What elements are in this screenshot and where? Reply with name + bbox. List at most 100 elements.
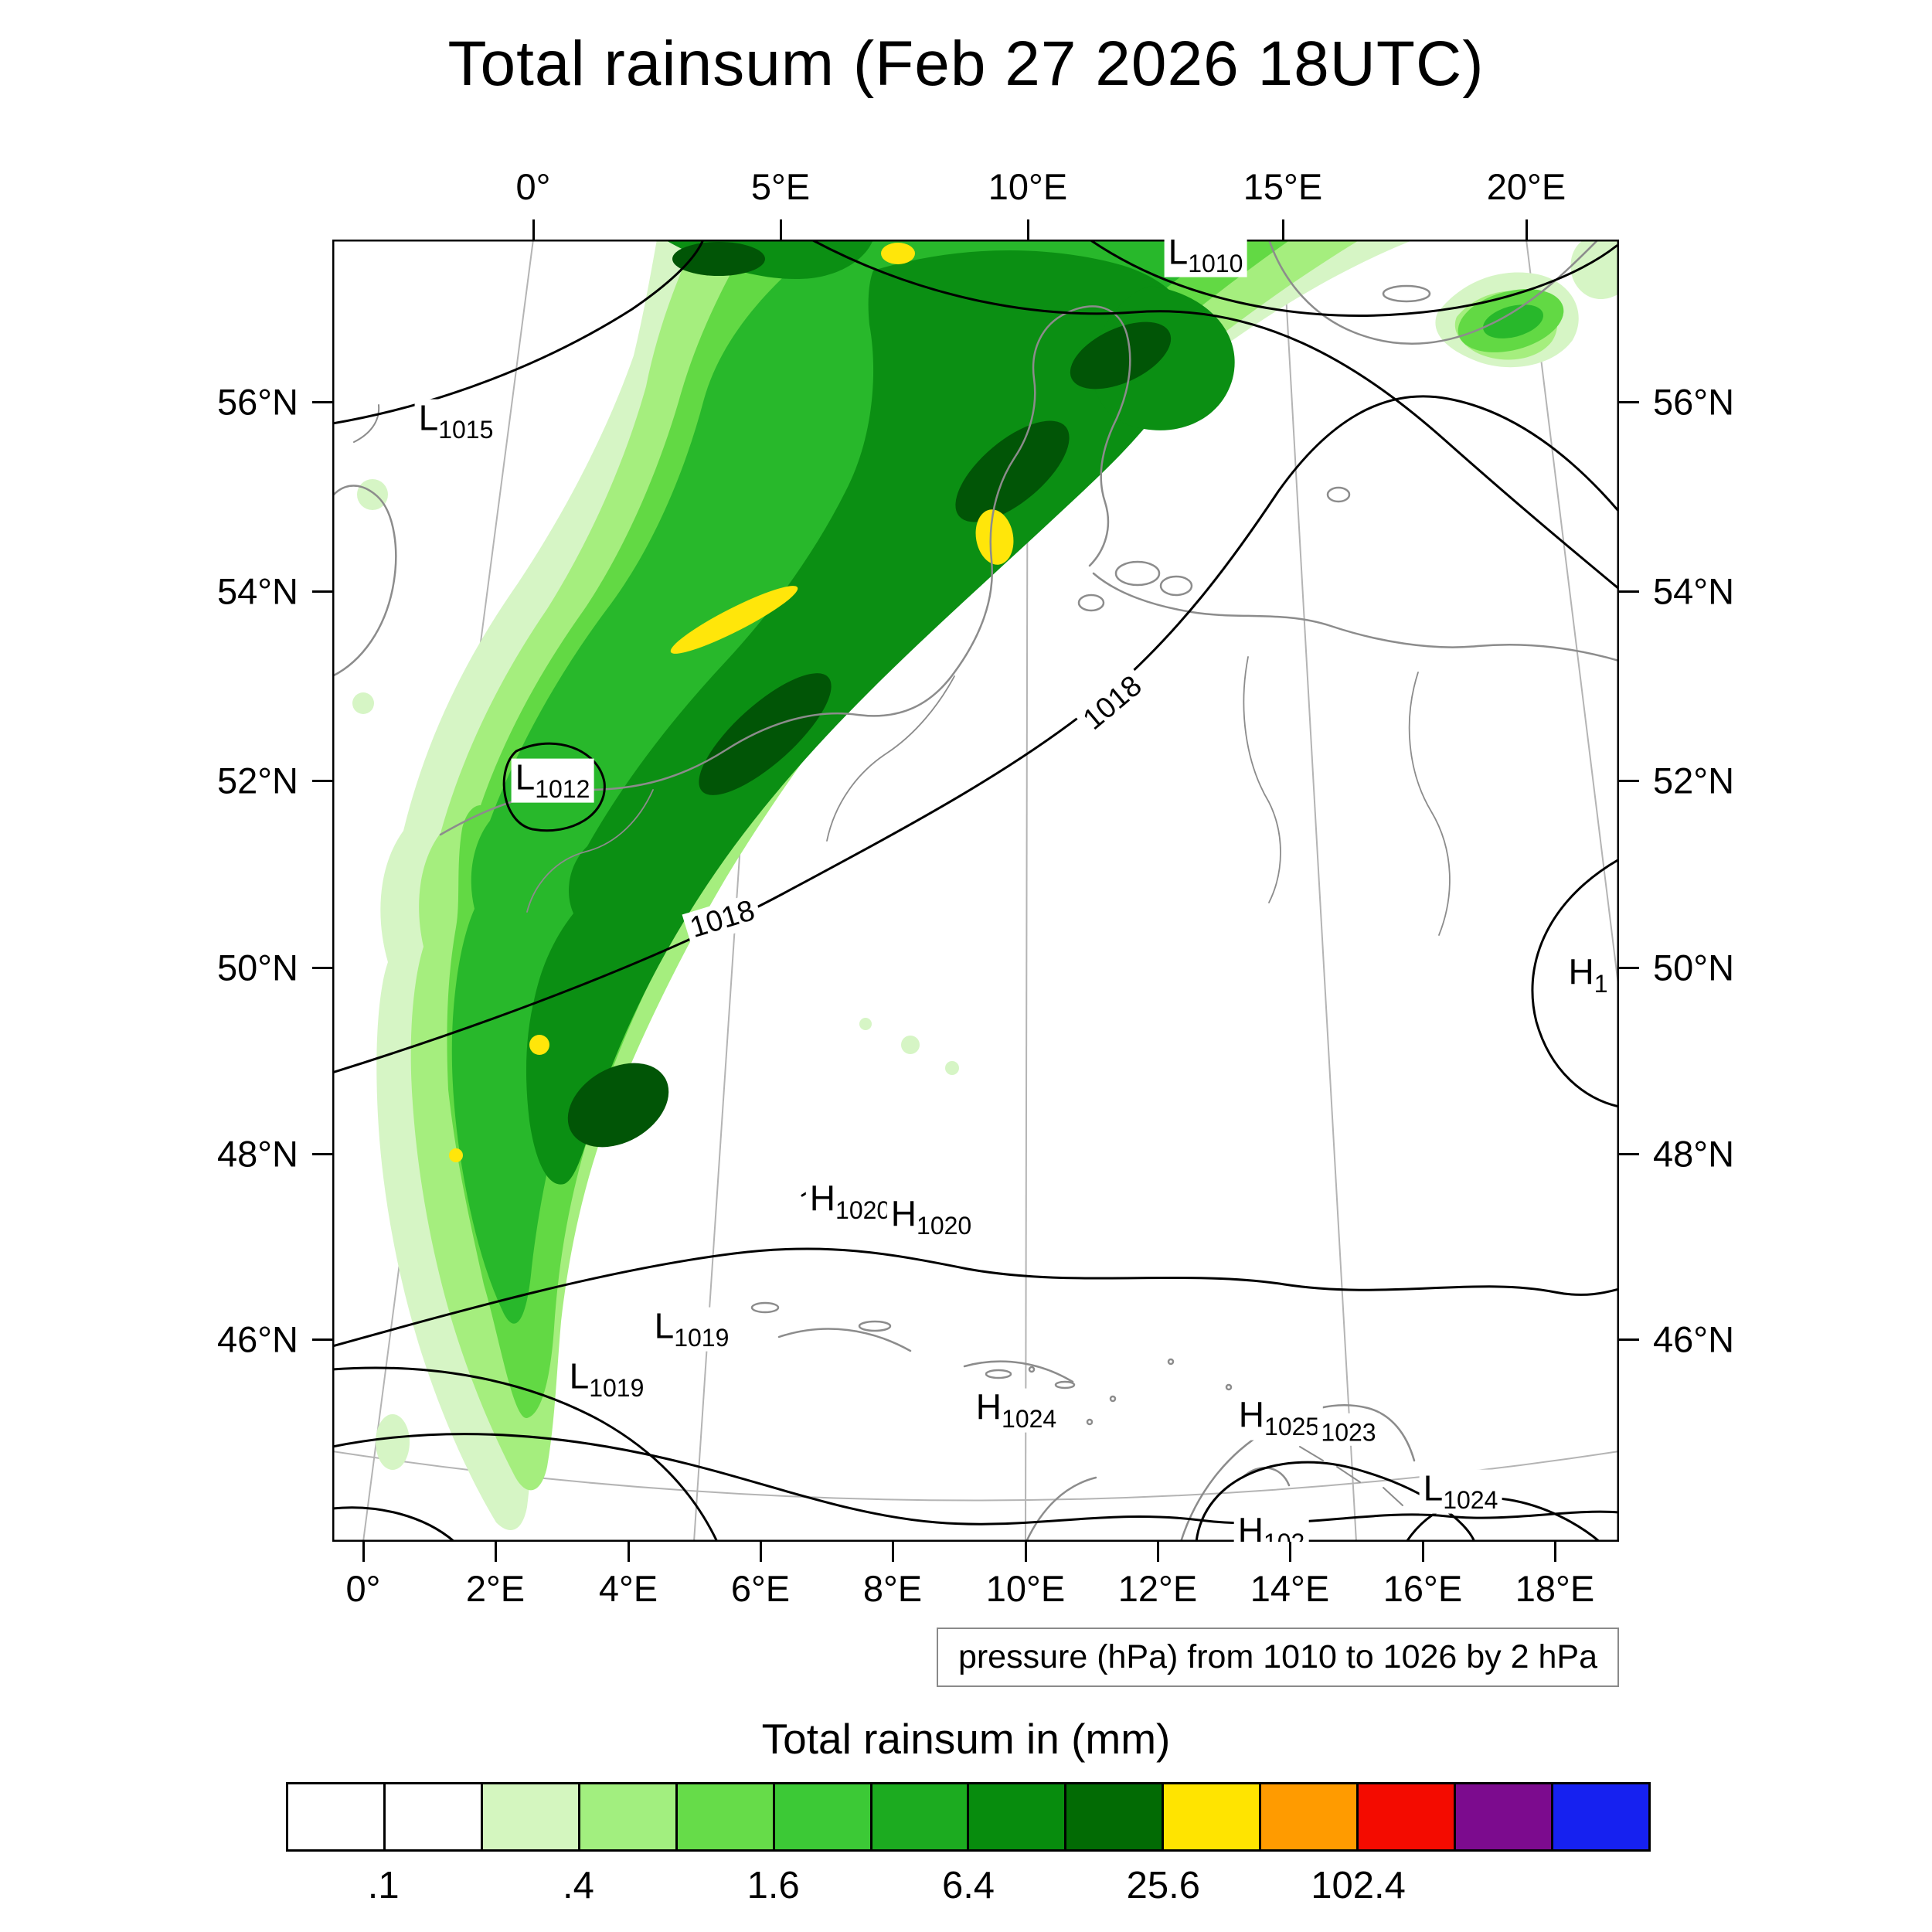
pressure-center-label: L1012 — [511, 757, 594, 803]
bottom-tick-mark — [892, 1542, 894, 1562]
colorbar-cell — [482, 1784, 580, 1849]
bottom-tick-mark — [1422, 1542, 1424, 1562]
pressure-center-letter: L — [1168, 240, 1189, 272]
right-tick-mark — [1619, 1153, 1639, 1155]
pressure-center-value: 1 — [1594, 969, 1608, 998]
pressure-center-letter: H — [1568, 951, 1594, 992]
pressure-center-letter: L — [569, 1355, 590, 1396]
bottom-axis-label: 10°E — [985, 1568, 1066, 1609]
colorbar-tick-label: 25.6 — [1126, 1865, 1200, 1906]
pressure-center-label: L1019 — [650, 1305, 733, 1352]
right-tick-mark — [1619, 401, 1639, 403]
top-axis-label: 20°E — [1486, 166, 1566, 207]
pressure-center-label: H102 — [1233, 1512, 1309, 1542]
left-axis-label: 50°N — [216, 947, 298, 988]
bottom-axis-label: 8°E — [862, 1568, 923, 1609]
pressure-center-value: 1012 — [535, 774, 590, 803]
colorbar-cell — [872, 1784, 970, 1849]
pressure-center-letter: L — [418, 397, 439, 438]
pressure-center-letter: L — [1423, 1468, 1444, 1509]
bottom-tick-mark — [628, 1542, 630, 1562]
top-tick-mark — [1027, 219, 1029, 240]
pressure-center-letter: L — [515, 757, 536, 798]
colorbar — [286, 1782, 1651, 1852]
pressure-center-value: 1025 — [1264, 1412, 1320, 1440]
colorbar-tick-label: .4 — [562, 1865, 594, 1906]
colorbar-cell — [288, 1784, 386, 1849]
right-axis-label: 46°N — [1653, 1318, 1735, 1360]
map-plot-area: L1015 L1010 L1012 H1020 H1020 L1019 L1019 H1024… — [332, 240, 1619, 1542]
pressure-center-value: 1015 — [438, 415, 494, 444]
bottom-axis-label: 4°E — [598, 1568, 658, 1609]
pressure-center-label: L1019 — [565, 1355, 648, 1402]
pressure-center-value: 1024 — [1002, 1404, 1057, 1433]
colorbar-tick-label: 6.4 — [941, 1865, 995, 1906]
top-tick-mark — [532, 219, 535, 240]
colorbar-cell — [1261, 1784, 1359, 1849]
left-tick-mark — [312, 401, 332, 403]
right-axis-label: 54°N — [1653, 570, 1735, 612]
right-axis-label: 56°N — [1653, 381, 1735, 423]
pressure-center-value: 1023 — [1321, 1418, 1376, 1447]
top-tick-mark — [1526, 219, 1528, 240]
right-axis-label: 50°N — [1653, 947, 1735, 988]
pressure-center-value: 1020 — [917, 1211, 972, 1240]
left-axis-label: 46°N — [216, 1318, 298, 1360]
colorbar-cell — [1359, 1784, 1457, 1849]
colorbar-tick-label: 102.4 — [1311, 1865, 1406, 1906]
top-axis-label: 5°E — [750, 166, 811, 207]
pressure-center-letter: H — [1238, 1394, 1265, 1435]
right-axis-label: 52°N — [1653, 760, 1735, 801]
bottom-axis-label: 16°E — [1383, 1568, 1463, 1609]
left-tick-mark — [312, 967, 332, 969]
pressure-center-value: 1010 — [1188, 249, 1243, 277]
left-tick-mark — [312, 1338, 332, 1341]
pressure-center-value: 1024 — [1443, 1485, 1498, 1514]
pressure-center-label: H1025 — [1234, 1394, 1324, 1440]
colorbar-cell — [1164, 1784, 1262, 1849]
pressure-center-label: H1 — [1564, 951, 1612, 998]
bottom-tick-mark — [362, 1542, 365, 1562]
coastlines — [332, 240, 1619, 1542]
pressure-center-label: 1023 — [1317, 1413, 1380, 1447]
top-axis-label: 15°E — [1243, 166, 1323, 207]
left-axis-label: 56°N — [216, 381, 298, 423]
left-axis-label: 54°N — [216, 570, 298, 612]
colorbar-cell — [1456, 1784, 1553, 1849]
right-axis-label: 48°N — [1653, 1133, 1735, 1175]
bottom-axis-label: 12°E — [1117, 1568, 1198, 1609]
left-axis-label: 52°N — [216, 760, 298, 801]
colorbar-cell — [774, 1784, 872, 1849]
pressure-center-label: L1015 — [414, 397, 498, 444]
pressure-center-label: H1020 — [886, 1195, 976, 1240]
top-axis-label: 0° — [515, 166, 551, 207]
bottom-axis-label: 14°E — [1250, 1568, 1330, 1609]
bottom-tick-mark — [495, 1542, 497, 1562]
pressure-center-letter: H — [809, 1178, 836, 1219]
colorbar-cell — [969, 1784, 1067, 1849]
top-tick-mark — [1282, 219, 1284, 240]
top-tick-mark — [780, 219, 782, 240]
colorbar-cell — [385, 1784, 483, 1849]
bottom-axis-label: 0° — [345, 1568, 381, 1609]
colorbar-tick-label: 1.6 — [747, 1865, 800, 1906]
colorbar-title: Total rainsum in (mm) — [761, 1715, 1171, 1763]
bottom-axis-label: 6°E — [730, 1568, 791, 1609]
pressure-center-label: H1020 — [805, 1178, 895, 1224]
colorbar-cell — [1553, 1784, 1648, 1849]
pressure-center-value: 1019 — [589, 1373, 645, 1402]
map-canvas — [332, 240, 1619, 1542]
right-tick-mark — [1619, 1338, 1639, 1341]
page-title: Total rainsum (Feb 27 2026 18UTC) — [447, 29, 1485, 99]
left-axis-label: 48°N — [216, 1133, 298, 1175]
bottom-tick-mark — [760, 1542, 762, 1562]
pressure-center-label: L1010 — [1164, 240, 1247, 277]
pressure-center-value: 102 — [1264, 1529, 1304, 1542]
pressure-center-letter: L — [654, 1305, 675, 1346]
pressure-center-value: 1020 — [835, 1196, 891, 1224]
left-tick-mark — [312, 590, 332, 593]
right-tick-mark — [1619, 967, 1639, 969]
bottom-tick-mark — [1157, 1542, 1159, 1562]
colorbar-cell — [677, 1784, 775, 1849]
